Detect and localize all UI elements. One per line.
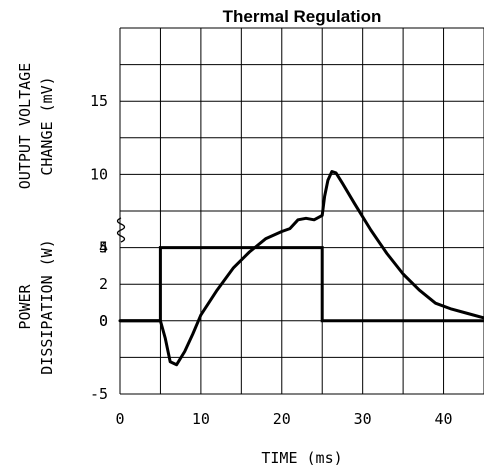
top-y-tick-label: 5 — [99, 239, 108, 257]
top-y-tick-label: 15 — [90, 92, 108, 110]
top-ylabel-line-2: CHANGE (mV) — [38, 76, 56, 175]
bottom-y-axis-label: POWER DISSIPATION (W) — [16, 239, 56, 374]
top-y-tick-label: 0 — [99, 312, 108, 330]
bottom-y-tick-label: 2 — [99, 275, 108, 293]
x-axis-label: TIME (ms) — [261, 449, 342, 467]
top-y-tick-label: 10 — [90, 165, 108, 183]
x-tick-label: 10 — [192, 410, 210, 428]
x-tick-label: 20 — [273, 410, 291, 428]
x-tick-label: 30 — [354, 410, 372, 428]
x-tick-label: 40 — [435, 410, 453, 428]
axis-break-icon — [116, 217, 126, 243]
top-y-tick-labels: 15 10 5 0 -5 — [90, 92, 108, 403]
top-ylabel-line-1: OUTPUT VOLTAGE — [16, 63, 34, 189]
bottom-y-tick-label: 0 — [99, 312, 108, 330]
bottom-ylabel-line-2: DISSIPATION (W) — [38, 239, 56, 374]
output-voltage-change-line — [118, 170, 484, 367]
x-tick-labels: 0 10 20 30 40 — [115, 410, 452, 428]
power-dissipation-line — [120, 246, 484, 323]
bottom-ylabel-line-1: POWER — [16, 283, 34, 329]
top-y-axis-label: OUTPUT VOLTAGE CHANGE (mV) — [16, 63, 56, 189]
bottom-y-tick-label: 4 — [99, 239, 108, 257]
x-tick-label: 0 — [115, 410, 124, 428]
series-group — [118, 170, 484, 367]
bottom-y-tick-labels: 4 2 0 — [99, 239, 108, 330]
chart-title: Thermal Regulation — [223, 7, 382, 26]
top-y-tick-label: -5 — [90, 385, 108, 403]
chart-grid — [119, 27, 484, 395]
